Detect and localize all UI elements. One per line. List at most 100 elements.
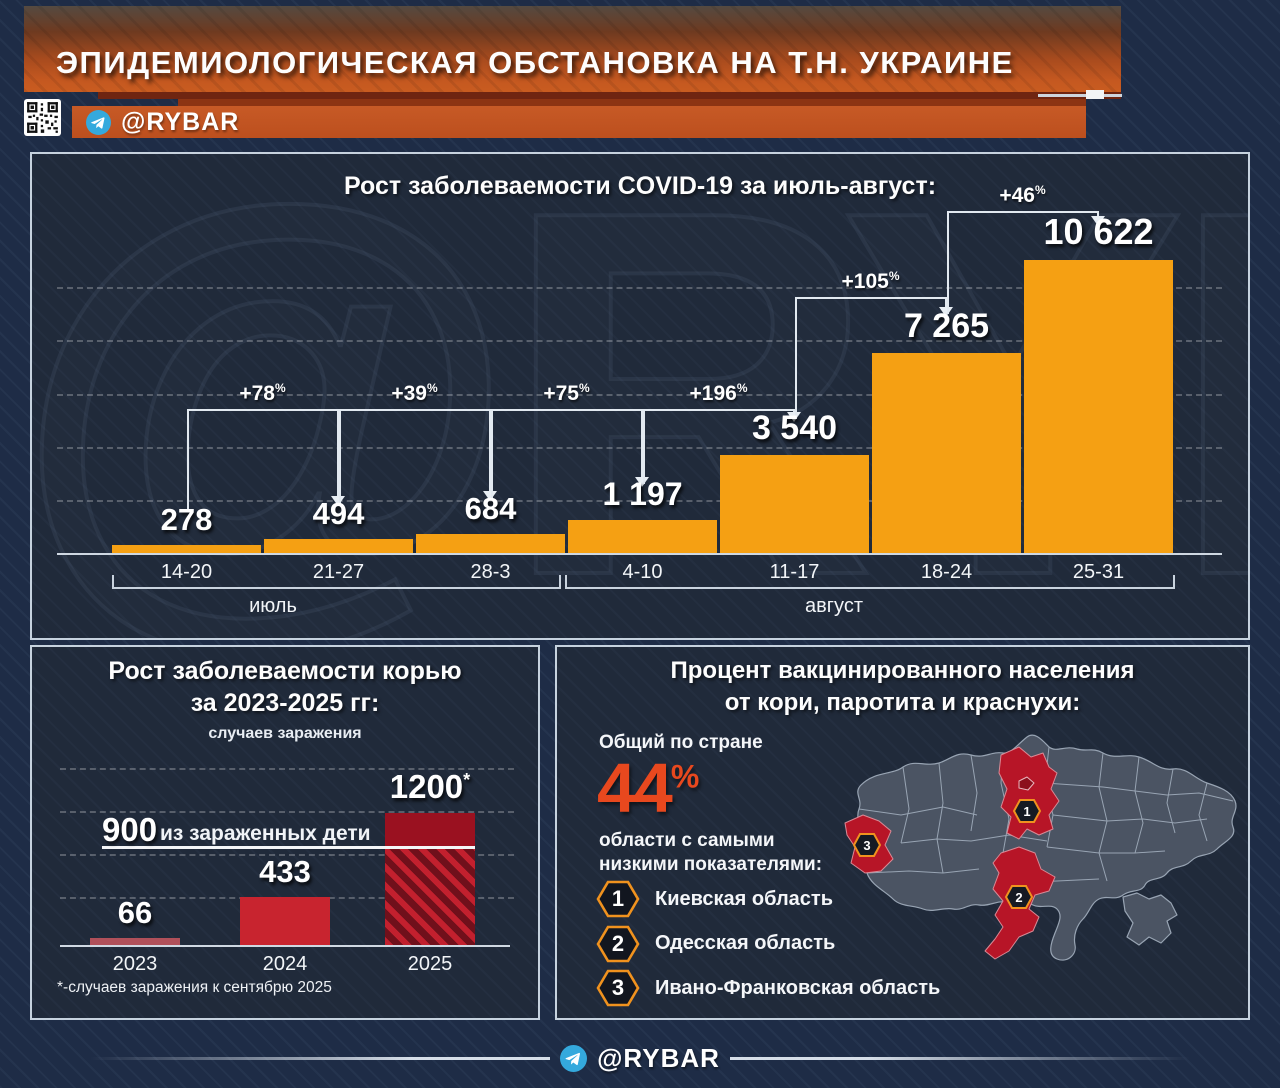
reference-line-900 — [102, 846, 475, 849]
measles-gridline — [60, 811, 514, 813]
arrow-down-icon — [482, 491, 497, 501]
hexagon-badge: 1 — [596, 880, 640, 918]
covid-x-tick: 25-31 — [1072, 561, 1125, 583]
region-name: Одесская область — [655, 932, 836, 954]
covid-gridline — [57, 287, 1222, 289]
measles-value-label: 1200* — [389, 768, 471, 805]
pct-bracket-leg — [642, 409, 645, 484]
measles-chart-panel: Рост заболеваемости корью за 2023-2025 г… — [30, 645, 540, 1020]
svg-text:3: 3 — [612, 975, 624, 1000]
map-region-border — [858, 806, 978, 816]
hexagon-badge: 3 — [596, 969, 640, 1007]
pct-change-label: +196% — [689, 381, 748, 405]
telegram-icon — [86, 109, 111, 135]
svg-text:1: 1 — [612, 886, 624, 911]
pct-bracket-leg — [338, 409, 341, 505]
vaccination-panel: Процент вакцинированного населения от ко… — [555, 645, 1250, 1020]
covid-value-label: 7 265 — [903, 307, 990, 345]
covid-x-tick: 18-24 — [920, 561, 973, 583]
footer: @RYBAR — [0, 1038, 1280, 1078]
covid-x-axis — [57, 553, 1222, 555]
map-marker-2: 2 — [1004, 885, 1034, 909]
ukraine-map: 1 2 3 — [844, 734, 1237, 961]
svg-text:2: 2 — [612, 931, 624, 956]
measles-value-label: 66 — [117, 895, 153, 930]
arrow-down-icon — [330, 496, 345, 506]
arrow-down-icon — [1090, 216, 1105, 226]
measles-bar — [240, 897, 330, 945]
region-legend-item: 2 Одесская область — [595, 924, 835, 964]
pct-bracket-line — [490, 409, 643, 411]
map-marker-1: 1 — [1012, 799, 1042, 823]
measles-subtitle: случаев заражения — [208, 725, 362, 742]
channel-banner: @RYBAR — [72, 106, 1086, 138]
covid-value-label: 494 — [312, 496, 365, 531]
pct-bracket-leg — [1096, 211, 1099, 218]
measles-x-tick: 2024 — [262, 953, 308, 975]
measles-gridline — [60, 768, 514, 770]
measles-gridline — [60, 854, 514, 856]
covid-x-tick: 14-20 — [160, 561, 213, 583]
arrow-down-icon — [938, 307, 953, 317]
measles-bar — [90, 938, 180, 945]
pct-bracket-leg — [792, 409, 795, 414]
page-title: ЭПИДЕМИОЛОГИЧЕСКАЯ ОБСТАНОВКА НА Т.Н. УК… — [56, 45, 1014, 80]
map-crimea-shape — [1122, 892, 1178, 946]
pct-bracket-leg — [794, 297, 797, 417]
reference-value: 900 — [102, 811, 158, 848]
map-region-border — [1198, 782, 1208, 842]
pct-change-label: +105% — [841, 269, 900, 293]
pct-bracket-leg — [336, 409, 339, 498]
covid-value-label: 278 — [160, 502, 213, 537]
pct-bracket-leg — [186, 409, 189, 510]
covid-x-tick: 4-10 — [622, 561, 663, 583]
header-strip-2 — [178, 99, 1086, 107]
telegram-icon — [560, 1044, 588, 1072]
covid-gridline — [57, 500, 1222, 502]
measles-footnote: *-случаев заражения к сентябрю 2025 — [57, 979, 332, 996]
measles-x-tick: 2025 — [407, 953, 453, 975]
pct-bracket-leg — [488, 409, 491, 493]
map-marker-3: 3 — [852, 833, 882, 857]
pct-bracket-line — [642, 409, 795, 411]
covid-bar — [1024, 260, 1173, 553]
overall-label: Общий по стране — [599, 732, 763, 753]
map-region-border — [866, 868, 980, 874]
measles-title-line1: Рост заболеваемости корью — [108, 657, 462, 685]
covid-value-label: 684 — [464, 491, 517, 526]
covid-bar — [720, 455, 869, 553]
map-region-border — [900, 766, 910, 844]
reference-label: из зараженных дети — [160, 822, 371, 845]
measles-title-line2: за 2023-2025 гг: — [190, 689, 380, 717]
map-region-border — [1052, 814, 1208, 824]
arrow-down-icon — [786, 412, 801, 422]
map-region-border — [900, 834, 1048, 844]
month-label: июль — [249, 595, 297, 617]
qr-code-pattern — [26, 101, 59, 134]
measles-bar-hatched — [385, 846, 475, 945]
covid-value-label: 10 622 — [1043, 211, 1154, 252]
covid-value-label: 3 540 — [751, 409, 838, 447]
region-name: Киевская область — [655, 887, 834, 910]
covid-bar — [264, 539, 413, 553]
pct-bracket-leg — [490, 409, 493, 500]
pct-change-label: +39% — [391, 381, 438, 405]
vax-title-line2: от кори, паротита и краснухи: — [724, 689, 1081, 716]
month-label: август — [805, 595, 863, 617]
pct-bracket-leg — [946, 211, 949, 314]
pct-bracket-line — [946, 211, 1099, 213]
covid-gridline — [57, 394, 1222, 396]
pct-bracket-line — [186, 409, 339, 411]
covid-chart-title: Рост заболеваемости COVID-19 за июль-авг… — [343, 172, 937, 200]
covid-bar — [872, 353, 1021, 553]
covid-x-tick: 28-3 — [470, 561, 511, 583]
channel-name: @RYBAR — [121, 107, 240, 136]
pct-change-label: +78% — [239, 381, 286, 405]
covid-x-tick: 11-17 — [769, 561, 820, 583]
region-legend-item: 1 Киевская область — [595, 879, 833, 919]
measles-x-tick: 2023 — [112, 953, 158, 975]
month-bracket-july — [112, 575, 561, 589]
covid-chart-panel: @RYBAR Рост заболеваемости COVID-19 за и… — [30, 152, 1250, 640]
covid-bar — [568, 520, 717, 553]
